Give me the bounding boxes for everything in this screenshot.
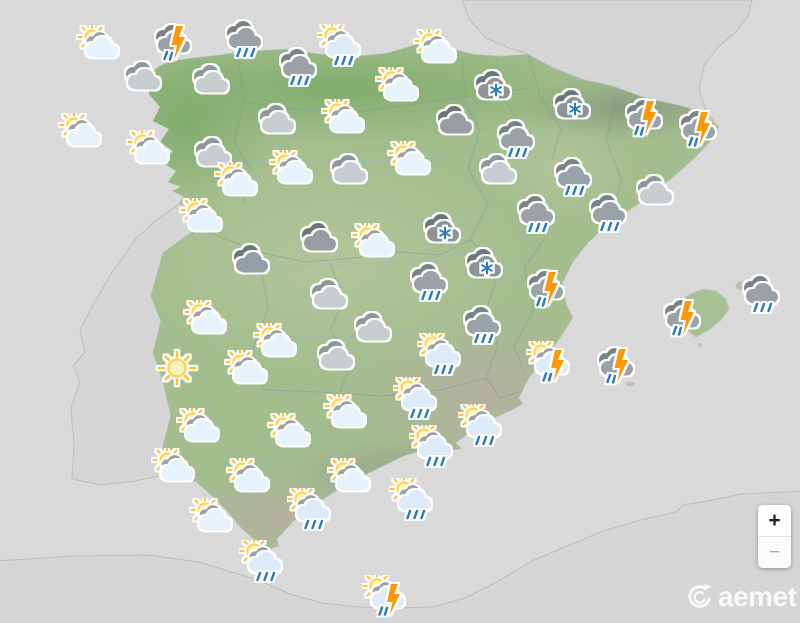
zoom-in-button[interactable]: + — [758, 505, 791, 536]
aemet-swirl-icon — [688, 583, 713, 608]
africa-landmass — [0, 490, 800, 623]
aemet-logo: aemet — [683, 581, 797, 612]
map-zoom-control: + − — [758, 505, 791, 568]
portugal-landmass — [70, 203, 202, 486]
aemet-logo-text: aemet — [718, 581, 797, 612]
zoom-out-button[interactable]: − — [758, 537, 791, 568]
zoom-control-divider — [758, 536, 791, 537]
